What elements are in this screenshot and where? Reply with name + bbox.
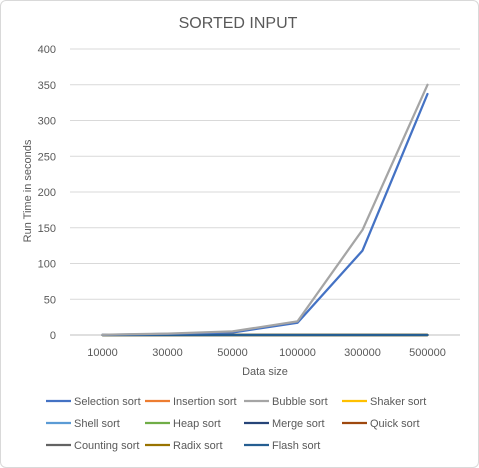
legend-label: Shell sort [74, 418, 120, 430]
legend-label: Quick sort [370, 418, 420, 430]
series-line-selection-sort [101, 92, 429, 336]
x-tick-label: 100000 [279, 347, 316, 359]
x-tick-label: 10000 [87, 347, 118, 359]
legend-label: Radix sort [173, 440, 223, 452]
y-tick-label: 200 [38, 187, 56, 199]
series-lines [101, 83, 429, 337]
y-tick-label: 100 [38, 259, 56, 271]
x-tick-label: 50000 [217, 347, 248, 359]
x-axis-ticks: 10000 30000 50000 100000 300000 500000 [87, 347, 446, 359]
y-axis-ticks: 0 50 100 150 200 250 300 350 400 [38, 44, 56, 342]
y-tick-label: 0 [50, 330, 56, 342]
x-tick-label: 500000 [409, 347, 446, 359]
y-tick-label: 300 [38, 116, 56, 128]
y-tick-label: 400 [38, 44, 56, 56]
legend-label: Bubble sort [272, 396, 328, 408]
legend-label: Merge sort [272, 418, 325, 430]
legend-label: Heap sort [173, 418, 221, 430]
x-tick-label: 30000 [152, 347, 183, 359]
y-tick-label: 350 [38, 80, 56, 92]
legend-label: Insertion sort [173, 396, 237, 408]
chart-title: SORTED INPUT [179, 15, 298, 32]
legend: Selection sort Insertion sort Bubble sort S… [46, 396, 426, 452]
legend-label: Shaker sort [370, 396, 426, 408]
legend-label: Flash sort [272, 440, 320, 452]
legend-label: Counting sort [74, 440, 139, 452]
legend-label: Selection sort [74, 396, 141, 408]
y-tick-label: 150 [38, 223, 56, 235]
y-axis-title: Run Time in seconds [22, 139, 34, 242]
x-tick-label: 300000 [344, 347, 381, 359]
series-line-bubble-sort [101, 83, 429, 336]
y-tick-label: 50 [44, 294, 56, 306]
y-tick-label: 250 [38, 151, 56, 163]
x-axis-title: Data size [242, 366, 288, 378]
gridlines [70, 48, 460, 336]
